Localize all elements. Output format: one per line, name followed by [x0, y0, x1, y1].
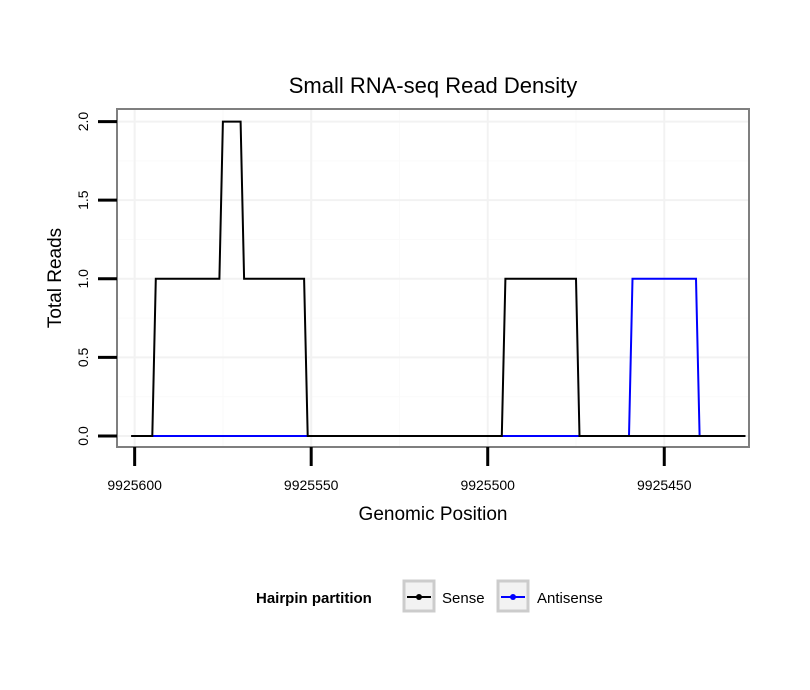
series-line-sense: [131, 120, 746, 437]
y-axis: 0.0 0.5 1.0 1.5 2.0: [75, 112, 117, 446]
legend-label-sense: Sense: [442, 590, 485, 607]
series-lines: [131, 120, 746, 437]
y-tick-label: 0.5: [75, 347, 91, 367]
y-axis-label: Total Reads: [45, 228, 66, 328]
x-tick-label: 9925500: [460, 477, 515, 493]
x-tick-label: 9925600: [107, 477, 162, 493]
x-axis: 9925600 9925550 9925500 9925450: [107, 447, 692, 493]
x-axis-label: Genomic Position: [359, 504, 508, 525]
y-tick-label: 1.5: [75, 190, 91, 210]
legend-point-antisense: [510, 594, 516, 600]
legend-label-antisense: Antisense: [537, 590, 603, 607]
x-tick-label: 9925550: [284, 477, 339, 493]
legend-key-antisense: [496, 579, 530, 613]
legend-title: Hairpin partition: [256, 590, 372, 607]
legend: Hairpin partition Sense Antisense: [256, 579, 603, 613]
legend-point-sense: [416, 594, 422, 600]
y-tick-label: 0.0: [75, 426, 91, 446]
chart-title: Small RNA-seq Read Density: [289, 73, 578, 98]
y-tick-label: 2.0: [75, 112, 91, 132]
x-tick-label: 9925450: [637, 477, 692, 493]
y-tick-label: 1.0: [75, 269, 91, 289]
